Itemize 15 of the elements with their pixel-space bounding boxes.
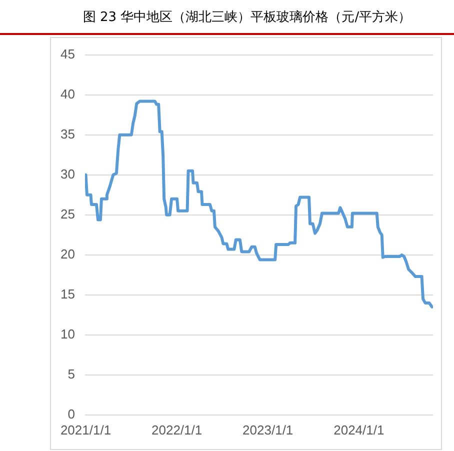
y-tick-label: 40 — [60, 86, 75, 102]
y-tick-label: 30 — [60, 166, 75, 182]
y-tick-label: 15 — [60, 286, 75, 302]
y-tick-label: 0 — [68, 406, 75, 422]
x-tick-label: 2023/1/1 — [242, 422, 294, 438]
y-tick-label: 35 — [60, 126, 75, 142]
y-tick-label: 25 — [60, 206, 75, 222]
x-tick-label: 2024/1/1 — [334, 422, 384, 438]
y-tick-label: 10 — [60, 326, 75, 342]
y-tick-label: 5 — [68, 366, 75, 382]
y-tick-label: 20 — [60, 246, 75, 262]
chart-title: 图 23 华中地区（湖北三峡）平板玻璃价格（元/平方米） — [82, 9, 412, 26]
x-tick-label: 2021/1/1 — [60, 422, 112, 438]
y-tick-label: 45 — [60, 46, 75, 62]
x-tick-label: 2022/1/1 — [151, 422, 202, 438]
